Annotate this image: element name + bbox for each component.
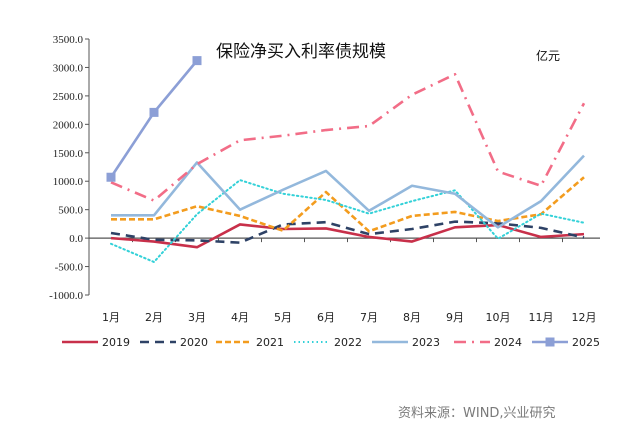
y-tick-label: 500.0 (58, 205, 83, 217)
x-tick-label: 2月 (145, 311, 163, 324)
y-tick-label: 1500.0 (53, 148, 84, 160)
legend-marker-2025 (545, 337, 555, 347)
legend-label-2020: 2020 (180, 336, 208, 349)
y-tick-label: 2500.0 (53, 91, 84, 103)
x-tick-label: 11月 (529, 311, 554, 324)
series-line-2021 (111, 176, 585, 233)
series-line-2024 (110, 72, 586, 202)
y-axis: -1000.0 -500.0 0.0 500.0 1000.0 1500.0 2000.0 2… (49, 34, 90, 302)
y-tick-label: 2000.0 (53, 119, 84, 131)
x-tick-label: 6月 (317, 311, 335, 324)
chart-title: 保险净买入利率债规模 (216, 42, 386, 62)
x-tick-label: 8月 (403, 311, 421, 324)
series-line-2025 (109, 59, 199, 178)
data-point-2025 (192, 56, 202, 66)
y-tick-label: 1000.0 (53, 176, 84, 188)
y-tick-label: 3000.0 (53, 62, 84, 74)
x-tick-label: 5月 (274, 311, 292, 324)
series-line-2020 (110, 220, 585, 244)
legend-label-2024: 2024 (494, 336, 522, 349)
legend-label-2022: 2022 (334, 336, 362, 349)
series-line-2022 (110, 179, 585, 264)
x-tick-label: 4月 (231, 311, 249, 324)
legend: 2019 2020 2021 2022 2023 2024 2025 (62, 336, 600, 349)
legend-label-2021: 2021 (256, 336, 284, 349)
data-point-2025 (149, 107, 159, 117)
legend-label-2019: 2019 (102, 336, 130, 349)
x-tick-label: 3月 (188, 311, 206, 324)
y-tick-label: -500.0 (55, 262, 84, 274)
y-tick-label: 0.0 (69, 233, 83, 245)
x-tick-label: 9月 (446, 311, 464, 324)
data-point-2025 (106, 172, 116, 182)
legend-label-2023: 2023 (412, 336, 440, 349)
series-group (106, 56, 586, 264)
source-note: 资料来源：WIND,兴业研究 (398, 406, 556, 421)
x-axis: 1月 2月 3月 4月 5月 6月 7月 8月 9月 10月 11月 12月 (89, 237, 600, 324)
series-line-2023 (111, 154, 585, 229)
y-tick-label: -1000.0 (49, 290, 83, 302)
x-tick-label: 7月 (360, 311, 378, 324)
x-tick-label: 1月 (102, 311, 120, 324)
series-line-2019 (110, 223, 585, 249)
x-tick-label: 10月 (486, 311, 511, 324)
legend-label-2025: 2025 (572, 336, 600, 349)
unit-label: 亿元 (536, 48, 560, 63)
y-tick-label: 3500.0 (53, 34, 84, 46)
x-tick-label: 12月 (572, 311, 597, 324)
